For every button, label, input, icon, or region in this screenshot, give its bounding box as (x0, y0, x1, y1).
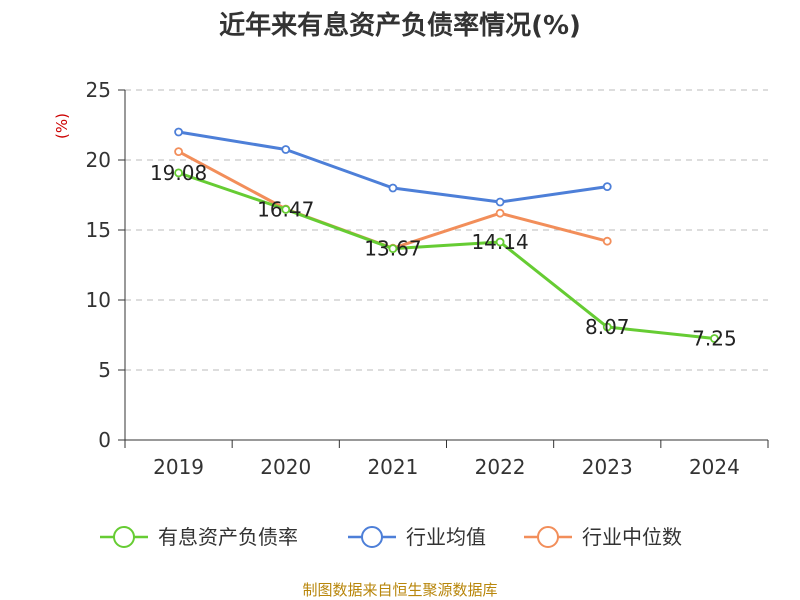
legend-marker[interactable] (537, 526, 559, 548)
data-label: 13.67 (364, 237, 421, 261)
data-point (388, 183, 398, 193)
y-tick-label: 5 (98, 358, 111, 382)
legend-marker[interactable] (361, 526, 383, 548)
legend-item-label[interactable]: 行业中位数 (582, 525, 682, 549)
data-label: 14.14 (471, 230, 528, 254)
y-tick-label: 15 (86, 218, 111, 242)
data-label: 7.25 (692, 327, 737, 351)
data-label: 19.08 (150, 161, 207, 185)
legend-marker[interactable] (113, 526, 135, 548)
data-point (602, 322, 612, 332)
data-point (281, 145, 291, 154)
legend-item-label[interactable]: 有息资产负债率 (158, 525, 298, 549)
data-point (602, 182, 612, 192)
data-point (281, 205, 291, 214)
data-point (495, 208, 505, 218)
x-tick-label: 2023 (582, 455, 633, 479)
series-group (174, 127, 719, 343)
data-point (174, 168, 183, 178)
y-tick-label: 10 (86, 288, 111, 312)
chart-title: 近年来有息资产负债率情况(%) (219, 10, 581, 41)
data-point (174, 127, 183, 137)
y-tick-label: 25 (86, 78, 111, 102)
series-line (178, 171, 715, 340)
series-line (177, 150, 608, 250)
legend[interactable]: 有息资产负债率 行业均值 行业中位数 (100, 525, 682, 549)
data-label: 8.07 (585, 315, 630, 339)
axes: 0 5 10 15 20 25 2019 2020 2021 2022 2023 2024 (86, 78, 769, 479)
data-point (602, 236, 612, 246)
y-tick-label: 20 (86, 148, 111, 172)
data-point (388, 244, 398, 254)
data-label: 16.47 (257, 197, 314, 221)
x-tick-label: 2024 (689, 455, 740, 479)
x-tick-label: 2021 (367, 455, 418, 479)
data-point (495, 237, 505, 247)
y-axis-label: (%) (53, 113, 71, 139)
x-tick-label: 2020 (260, 455, 311, 479)
data-point (710, 334, 719, 343)
data-point (174, 147, 183, 157)
footer-source: 制图数据来自恒生聚源数据库 (302, 581, 497, 599)
data-labels: 19.08 16.47 13.67 14.14 8.07 7.25 (150, 161, 737, 351)
data-point (495, 197, 505, 207)
y-tick-label: 0 (98, 428, 111, 452)
legend-item-label[interactable]: 行业均值 (406, 525, 486, 549)
x-tick-label: 2019 (153, 455, 204, 479)
x-tick-label: 2022 (475, 455, 526, 479)
